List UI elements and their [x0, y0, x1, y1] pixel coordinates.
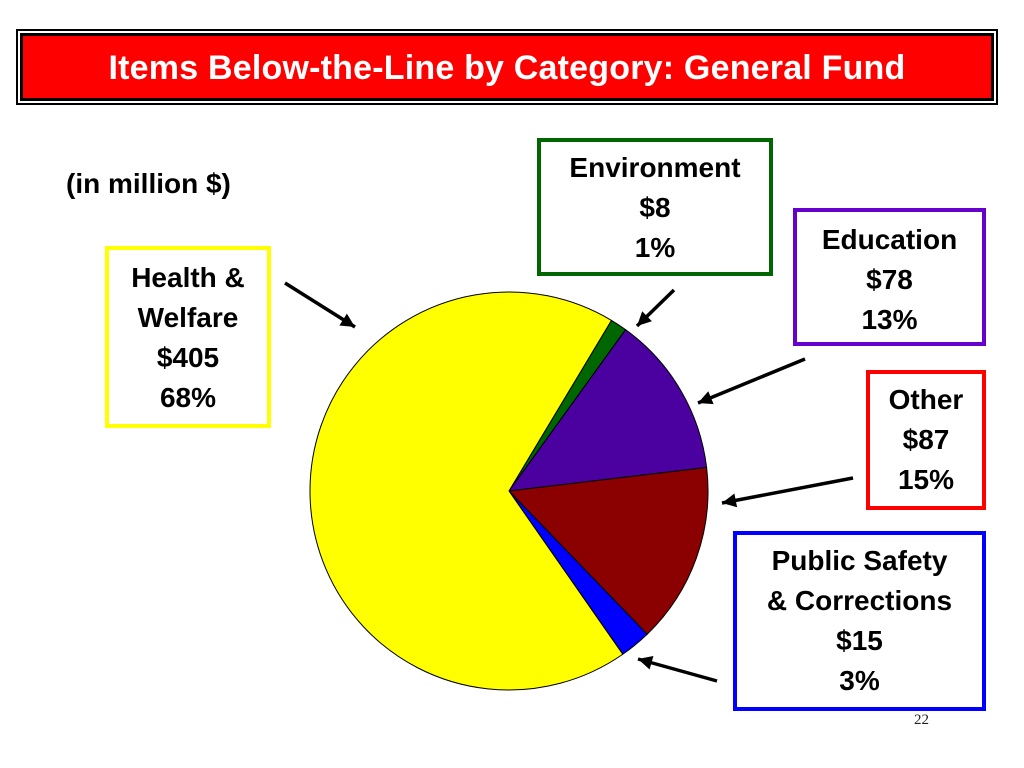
slice-percent: 68%: [159, 382, 217, 413]
slice-name-line: Public Safety: [771, 545, 948, 576]
pie-slice-education: [507, 329, 708, 492]
arrow-public-safety-head: [638, 656, 654, 670]
slice-name-line: Welfare: [137, 302, 239, 333]
slice-percent: 3%: [839, 665, 880, 696]
slice-amount: $8: [639, 192, 671, 223]
label-box-health-welfare: Health & Welfare $405 68%: [105, 246, 271, 428]
callout-arrows: [284, 281, 854, 683]
slice-name-line: Education: [821, 224, 958, 255]
slice-name-line: Environment: [569, 152, 741, 183]
slice-percent: 15%: [897, 464, 955, 495]
slice-name-line: Health &: [131, 262, 245, 293]
label-box-other: Other $87 15%: [866, 370, 986, 510]
pie-slice-health-welfare: [309, 291, 624, 691]
slice-percent: 13%: [861, 304, 918, 335]
slice-name-line: Other: [888, 384, 964, 415]
arrow-health-welfare-head: [339, 313, 355, 327]
pie-slices: [309, 291, 709, 691]
slice-amount: $15: [836, 625, 883, 656]
label-box-education: Education $78 13%: [793, 208, 986, 346]
unit-subtitle: (in million $): [66, 168, 231, 199]
chart-title: Items Below-the-Line by Category: Genera…: [108, 49, 906, 87]
title-banner: Items Below-the-Line by Category: Genera…: [16, 29, 998, 105]
arrow-other-shaft: [721, 476, 854, 505]
label-box-environment: Environment $8 1%: [537, 138, 773, 276]
page-number: 22: [914, 712, 929, 728]
slice-amount: $78: [866, 264, 913, 295]
arrow-education-shaft: [697, 357, 806, 405]
arrow-education-head: [698, 391, 714, 405]
slice-percent: 1%: [634, 232, 676, 263]
slice-amount: $87: [902, 424, 950, 455]
slice-amount: $405: [156, 342, 220, 373]
arrow-other-head: [722, 493, 738, 508]
slice-name-line: & Corrections: [766, 585, 953, 616]
pie-slice-other: [507, 466, 709, 635]
label-box-public-safety: Public Safety & Corrections $15 3%: [733, 531, 986, 711]
arrow-environment-head: [637, 311, 652, 326]
